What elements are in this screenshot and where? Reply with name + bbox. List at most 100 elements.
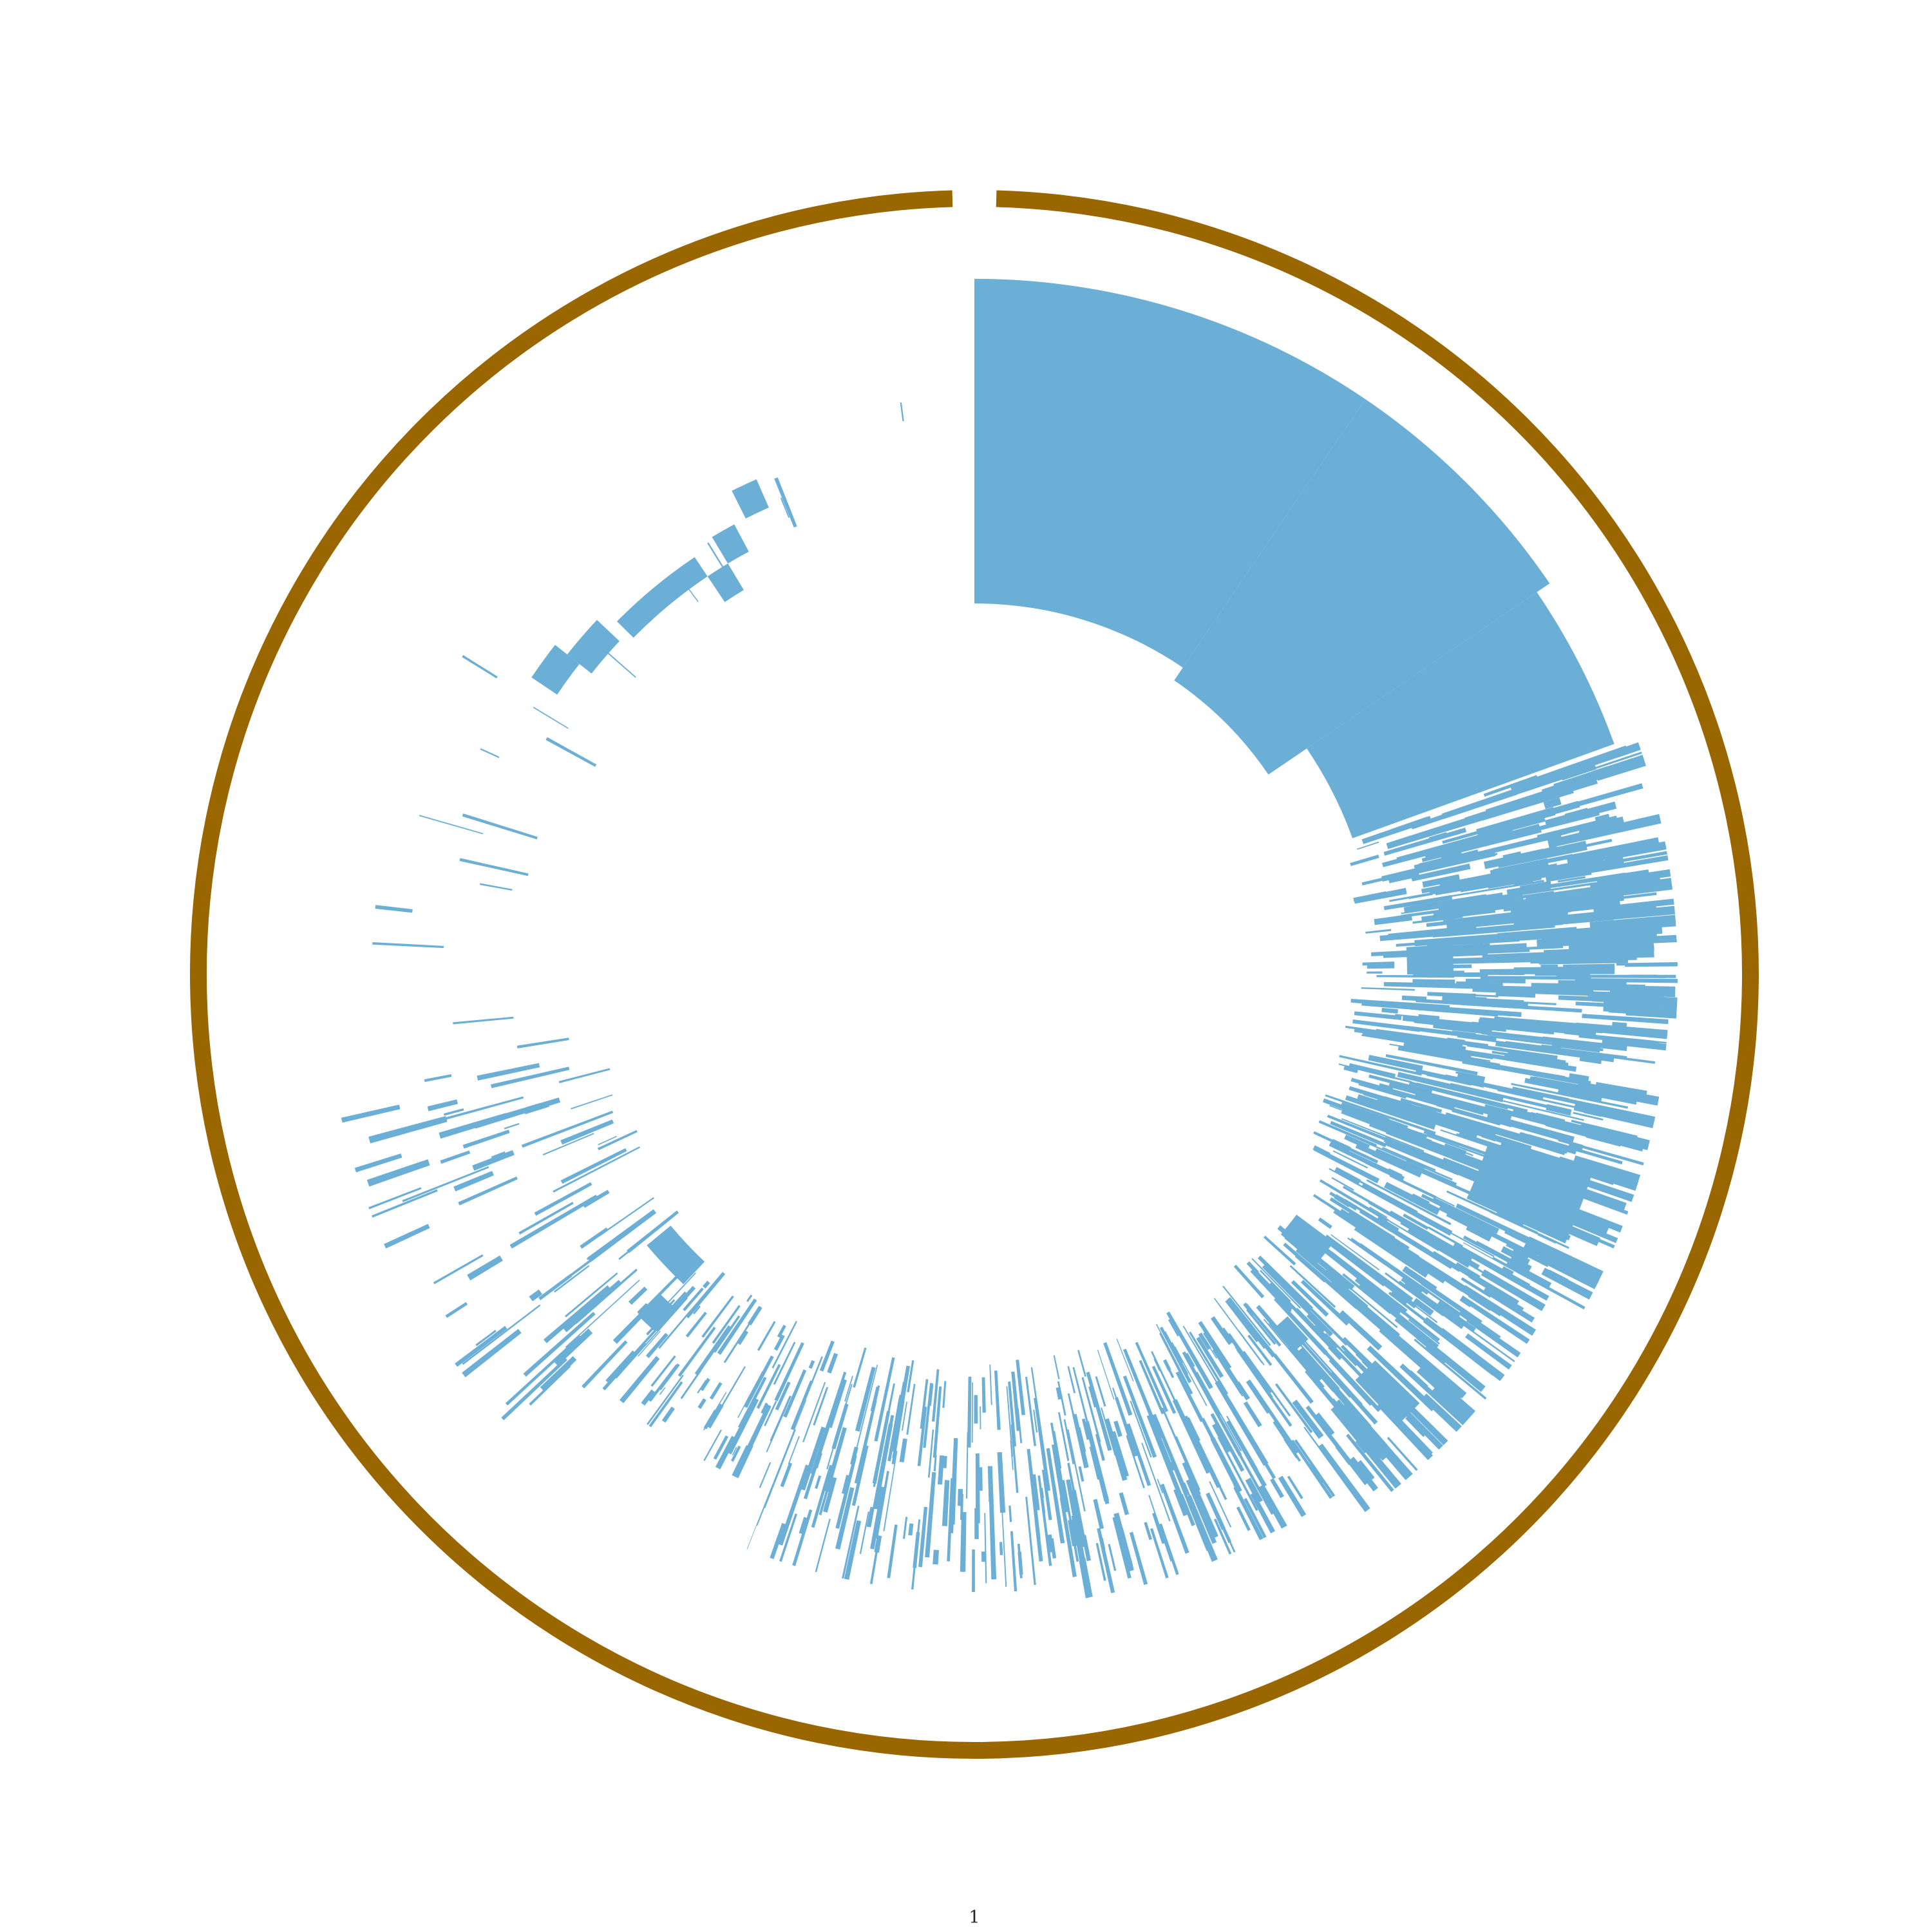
coverage-segment <box>375 905 413 913</box>
coverage-segment <box>989 1365 992 1405</box>
coverage-block <box>1174 399 1550 775</box>
coverage-segment <box>984 1513 987 1584</box>
coverage-segment <box>1250 1492 1276 1534</box>
coverage-segment <box>1361 817 1429 844</box>
coverage-segment <box>1113 1420 1122 1437</box>
coverage-segment <box>1397 1419 1434 1456</box>
coverage-feature <box>647 1226 705 1285</box>
coverage-segment <box>1406 1370 1454 1413</box>
coverage-segment <box>819 1371 847 1448</box>
coverage-segment <box>702 1280 710 1289</box>
coverage-segment <box>810 1356 823 1385</box>
coverage-segment <box>1401 995 1427 1002</box>
track-label: 1 <box>969 1908 980 1927</box>
coverage-segment <box>1117 1527 1133 1567</box>
coverage-segment <box>743 1355 774 1408</box>
coverage-segment <box>619 1356 660 1403</box>
coverage-segment <box>545 737 597 767</box>
coverage-segment <box>1150 1528 1169 1578</box>
coverage-segment <box>1217 1436 1258 1511</box>
coverage-segment <box>618 1228 658 1260</box>
coverage-segment <box>1159 1523 1179 1575</box>
coverage-feature <box>1280 1215 1334 1265</box>
coverage-segment <box>1053 1355 1060 1379</box>
coverage-segment <box>677 1327 716 1377</box>
coverage-segment <box>685 1311 707 1338</box>
coverage-segment <box>1057 1381 1066 1416</box>
coverage-segment <box>855 1367 876 1432</box>
coverage-segment <box>1126 1423 1151 1486</box>
coverage-segment <box>477 1063 540 1081</box>
coverage-segment <box>859 1511 869 1554</box>
coverage-segment <box>1139 1359 1164 1415</box>
coverage-segment <box>1587 991 1664 999</box>
coverage-segment <box>521 1110 614 1148</box>
coverage-segment <box>598 1135 617 1146</box>
coverage-segment <box>504 1122 520 1130</box>
coverage-segment <box>1358 1283 1439 1350</box>
coverage-segment <box>1573 1155 1641 1183</box>
coverage-segment <box>1368 1123 1452 1158</box>
coverage-segment <box>967 1376 972 1448</box>
coverage-segment <box>756 1363 781 1409</box>
coverage-segment <box>1421 1104 1438 1113</box>
coverage-segment <box>440 1150 471 1164</box>
coverage-segment <box>1578 826 1605 841</box>
coverage-segment <box>1054 1486 1065 1541</box>
coverage-segment <box>826 1443 835 1470</box>
coverage-segment <box>480 883 513 891</box>
coverage-segment <box>1146 1414 1182 1497</box>
coverage-segment <box>1291 1439 1333 1499</box>
coverage-segment <box>1389 1043 1491 1062</box>
coverage-segment <box>1432 1197 1499 1235</box>
coverage-feature <box>1274 1316 1309 1352</box>
coverage-segment <box>1034 1397 1051 1492</box>
coverage-segment <box>1159 1332 1193 1395</box>
coverage-segment <box>1582 1014 1669 1025</box>
coverage-segment <box>1129 1531 1148 1586</box>
coverage-segment <box>1314 1324 1338 1349</box>
coverage-segment <box>1401 907 1439 914</box>
coverage-segment <box>1385 1153 1433 1177</box>
coverage-segment <box>874 1357 895 1442</box>
coverage-segment <box>1490 905 1579 920</box>
coverage-segment <box>931 1369 940 1422</box>
coverage-segment <box>1198 1332 1211 1350</box>
coverage-segment <box>1295 1247 1368 1311</box>
coverage-segment <box>1355 1440 1367 1454</box>
coverage-segment <box>1403 1213 1429 1230</box>
coverage-segment <box>1210 1413 1245 1472</box>
coverage-segment <box>1477 1094 1584 1121</box>
coverage-segment <box>1331 1234 1380 1271</box>
coverage-segment <box>1603 842 1667 861</box>
coverage-segment <box>1273 1421 1302 1462</box>
coverage-segment <box>1095 1376 1106 1407</box>
coverage-segment <box>1341 1118 1425 1152</box>
coverage-segment <box>1501 1266 1514 1276</box>
coverage-segment <box>1504 1228 1594 1276</box>
coverage-segment <box>1465 1333 1512 1370</box>
coverage-segment <box>1157 1479 1164 1493</box>
coverage-segment <box>1618 1005 1640 1010</box>
coverage-segment <box>1575 1001 1607 1007</box>
coverage-segment <box>1557 1088 1602 1103</box>
coverage-segment <box>1543 846 1557 851</box>
coverage-segment <box>1240 1421 1276 1479</box>
coverage-segment <box>645 1332 668 1358</box>
coverage-segment <box>1126 1435 1145 1488</box>
coverage-segment <box>526 1103 542 1110</box>
coverage-segment <box>1067 1429 1086 1511</box>
coverage-segment <box>443 1108 464 1116</box>
coverage-segment <box>1358 1081 1408 1099</box>
coverage-segment <box>518 1202 574 1235</box>
coverage-segment <box>874 1535 882 1553</box>
coverage-segment <box>800 1426 826 1491</box>
coverage-segment <box>1318 1120 1378 1148</box>
coverage-segment <box>1332 1256 1359 1278</box>
coverage-segment <box>582 1340 628 1388</box>
coverage-segment <box>1368 1055 1423 1072</box>
coverage-segment <box>1331 1177 1354 1191</box>
coverage-segment <box>1520 881 1551 890</box>
coverage-segment <box>918 1506 928 1567</box>
coverage-segment <box>1305 1405 1368 1486</box>
